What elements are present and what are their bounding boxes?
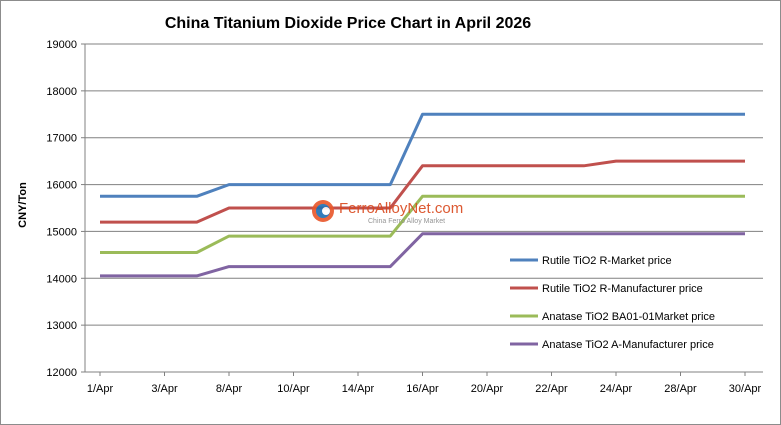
legend: Rutile TiO2 R-Market price Rutile TiO2 R-… <box>510 255 715 351</box>
y-axis-ticks: 12000 13000 14000 15000 16000 17000 18000 19000 <box>46 39 85 379</box>
x-tick-label: 8/Apr <box>216 383 243 395</box>
watermark-logo-icon <box>312 200 334 222</box>
y-axis-label: CNY/Ton <box>17 182 29 228</box>
chart-title: China Titanium Dioxide Price Chart in Ap… <box>165 15 531 32</box>
y-tick-label: 13000 <box>46 320 77 332</box>
y-tick-label: 14000 <box>46 273 77 285</box>
x-tick-label: 16/Apr <box>406 383 439 395</box>
legend-label: Anatase TiO2 A-Manufacturer price <box>542 339 714 351</box>
watermark: FerroAlloyNet.com China Ferro Alloy Mark… <box>312 200 463 225</box>
series-line-4 <box>100 232 745 278</box>
series-line-3 <box>100 194 745 254</box>
series-lines <box>100 112 745 278</box>
legend-label: Anatase TiO2 BA01-01Market price <box>542 311 715 323</box>
x-tick-label: 14/Apr <box>342 383 375 395</box>
y-tick-label: 19000 <box>46 39 77 51</box>
legend-label: Rutile TiO2 R-Market price <box>542 255 672 267</box>
x-tick-label: 3/Apr <box>151 383 178 395</box>
x-tick-label: 1/Apr <box>87 383 114 395</box>
y-tick-label: 17000 <box>46 133 77 145</box>
x-tick-label: 20/Apr <box>471 383 504 395</box>
x-tick-label: 30/Apr <box>729 383 762 395</box>
series-line-1 <box>100 112 745 198</box>
y-tick-label: 16000 <box>46 180 77 192</box>
x-axis-ticks: 1/Apr 3/Apr 8/Apr 10/Apr 14/Apr 16/Apr 20/Apr 2… <box>87 372 762 395</box>
x-tick-label: 10/Apr <box>277 383 310 395</box>
y-tick-label: 12000 <box>46 367 77 379</box>
x-tick-label: 24/Apr <box>600 383 633 395</box>
legend-label: Rutile TiO2 R-Manufacturer price <box>542 283 703 295</box>
watermark-main-text: FerroAlloyNet.com <box>339 200 463 217</box>
gridlines <box>84 43 763 373</box>
x-tick-label: 28/Apr <box>664 383 697 395</box>
series-line-2 <box>100 159 745 224</box>
y-tick-label: 15000 <box>46 226 77 238</box>
y-tick-label: 18000 <box>46 86 77 98</box>
x-tick-label: 22/Apr <box>535 383 568 395</box>
watermark-sub-text: China Ferro Alloy Market <box>368 218 445 225</box>
